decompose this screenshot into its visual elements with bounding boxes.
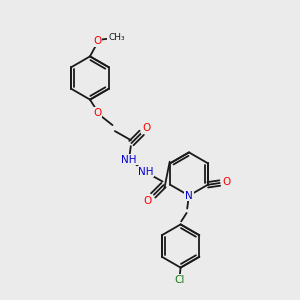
Text: O: O [93,108,102,118]
Text: O: O [223,177,231,188]
Text: N: N [185,190,193,201]
Text: CH₃: CH₃ [108,33,125,42]
Text: O: O [144,196,152,206]
Text: O: O [93,36,102,46]
Text: NH: NH [138,167,153,177]
Text: O: O [142,123,151,133]
Text: Cl: Cl [174,275,184,285]
Text: NH: NH [121,154,137,165]
